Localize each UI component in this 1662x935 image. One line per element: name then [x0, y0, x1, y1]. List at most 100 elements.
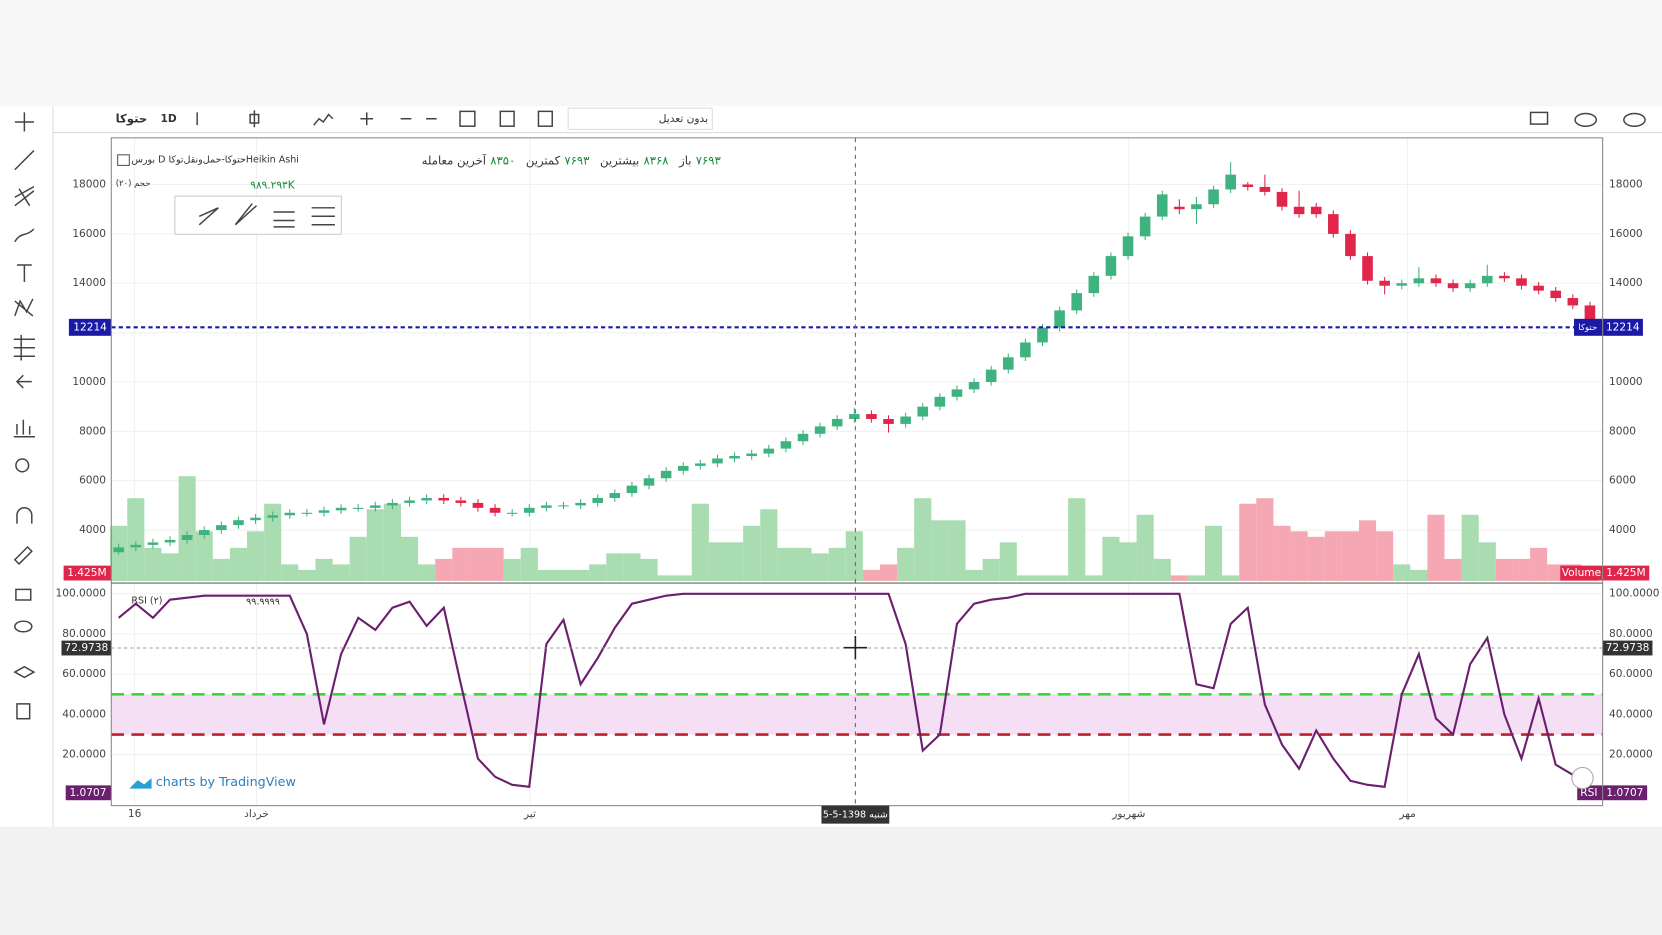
ohlc-value: ۸۳۶۸	[643, 154, 668, 168]
candle-body	[472, 502, 484, 508]
volume-bar	[1444, 558, 1462, 581]
candle-body	[1054, 310, 1065, 328]
volume-bar	[674, 575, 692, 581]
candle-body	[592, 497, 604, 503]
rsi-tick-label: 100.0000	[1609, 588, 1660, 600]
rsi-tag	[65, 785, 112, 801]
indicator-icon[interactable]	[13, 419, 35, 438]
volume-bar	[948, 520, 966, 581]
volume-bar	[1512, 558, 1531, 581]
volume-bar	[418, 564, 436, 581]
ohlc-label: بیشترین	[600, 154, 639, 169]
symbol[interactable]: حتوکا	[116, 111, 148, 126]
volume-bar	[1290, 531, 1308, 581]
candle-body	[1430, 278, 1442, 284]
volume-bar	[1341, 531, 1359, 581]
volume-bar	[127, 498, 145, 581]
volume-bar	[1051, 575, 1069, 581]
candle-body	[1310, 206, 1322, 215]
candle-body	[1499, 275, 1510, 279]
crosshair-tag-label: 72.9738	[65, 642, 109, 654]
volume-bar	[315, 558, 333, 581]
volume-bar	[1068, 498, 1086, 581]
volume-bar	[640, 558, 658, 581]
volume-bar	[1461, 514, 1479, 581]
style-icon[interactable]	[196, 110, 260, 128]
candle-body	[1413, 278, 1425, 284]
ohlc-value: ۷۶۹۳	[564, 154, 589, 168]
adjust[interactable]: بدون تعدیل	[659, 113, 708, 125]
time-label: خرداد	[244, 808, 269, 820]
y-tick-label: 16000	[1609, 228, 1643, 240]
candle-body	[181, 535, 193, 540]
volume-bar	[400, 536, 419, 581]
volume-bar	[589, 564, 607, 581]
trash-icon[interactable]	[16, 703, 31, 720]
layers-icon[interactable]	[13, 665, 36, 679]
text-icon[interactable]	[16, 264, 32, 283]
interval[interactable]: 1D	[160, 113, 176, 125]
indicators-icon[interactable]	[313, 113, 334, 126]
volume-bar	[1376, 531, 1394, 581]
plot: 4000400060006000800080001000010000120001…	[56, 162, 1660, 801]
candle-body	[421, 497, 432, 501]
candle-body	[1464, 283, 1476, 289]
candle-body	[267, 515, 278, 518]
volume-bar	[537, 569, 555, 581]
volume-bar	[708, 542, 727, 581]
crosshair-date-box	[821, 805, 890, 824]
candle-body	[1362, 256, 1373, 281]
volume-bar	[1358, 520, 1377, 581]
compare-icon[interactable]	[360, 112, 374, 126]
candle-body	[455, 500, 467, 503]
zoom-icon[interactable]	[15, 458, 30, 473]
candle-body	[1122, 236, 1134, 257]
candle-body	[1481, 275, 1493, 284]
watermark[interactable]: charts by TradingView	[156, 774, 296, 789]
eye-icon[interactable]	[14, 620, 33, 633]
volume-bar	[623, 553, 641, 581]
fib-icon[interactable]	[14, 185, 35, 207]
adjust-box[interactable]	[567, 107, 713, 130]
candle-body	[814, 426, 826, 434]
save-icon[interactable]	[499, 110, 515, 127]
cloud-down-icon[interactable]	[1574, 112, 1598, 127]
rsi-tag-label: 1.0707	[1606, 787, 1643, 799]
volume-bar	[1187, 575, 1206, 581]
pattern-icon[interactable]	[14, 298, 34, 317]
cross-icon[interactable]	[14, 112, 34, 132]
drawing-tools[interactable]	[198, 203, 335, 228]
cloud-up-icon[interactable]	[1623, 112, 1646, 127]
rsi-tick-label: 60.0000	[62, 668, 106, 680]
lock-icon[interactable]	[15, 588, 32, 601]
collapse-icon[interactable]	[117, 154, 130, 166]
candle-body	[1037, 327, 1048, 343]
crosshair-tag	[61, 640, 112, 656]
volume-tag-name: Volume	[1562, 567, 1601, 579]
ohlc-value: ۷۶۹۳	[696, 154, 721, 168]
volume-bar	[281, 564, 299, 581]
magnet-icon[interactable]	[16, 507, 33, 524]
pencil-icon[interactable]	[13, 545, 33, 566]
scroll-button[interactable]	[1571, 766, 1594, 790]
candle-body	[1584, 305, 1596, 321]
volume-bar	[1427, 514, 1445, 581]
brush-icon[interactable]	[14, 228, 35, 243]
price-tag	[68, 318, 112, 336]
line-icon[interactable]	[14, 150, 35, 171]
volume-bar	[777, 547, 795, 581]
camera-icon[interactable]	[1529, 111, 1549, 125]
print-icon[interactable]	[537, 110, 553, 127]
volume-bar	[1495, 558, 1513, 581]
fullscreen-icon[interactable]	[459, 110, 476, 127]
measure-icon[interactable]	[13, 335, 35, 361]
candle-body	[489, 507, 501, 513]
volume-bar	[1033, 575, 1052, 581]
volume-bar	[914, 498, 932, 581]
back-icon[interactable]	[15, 374, 32, 389]
y-tick-label: 14000	[72, 277, 106, 289]
tv-logo	[129, 778, 152, 789]
rsi-tick-label: 100.0000	[56, 588, 107, 600]
volume-bar	[1222, 575, 1240, 581]
